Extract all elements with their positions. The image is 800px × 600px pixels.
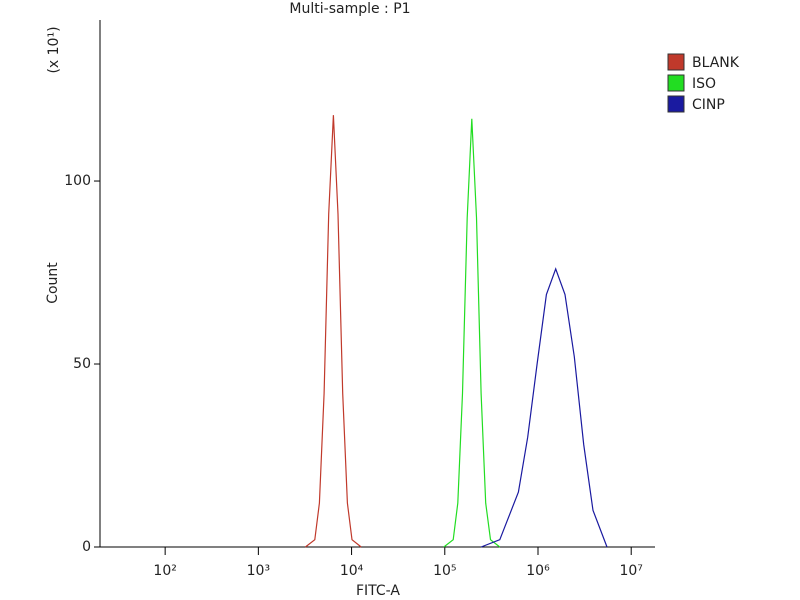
legend-swatch	[667, 95, 685, 113]
x-tick-label: 10⁵	[433, 563, 456, 579]
y-axis-label: Count	[45, 262, 61, 304]
series-line	[305, 115, 362, 548]
legend-label: ISO	[692, 76, 716, 92]
y-unit-label: (x 10¹)	[46, 26, 62, 73]
y-tick-label: 50	[73, 356, 91, 372]
x-axis-label: FITC-A	[356, 583, 400, 599]
x-tick-label: 10⁶	[526, 563, 550, 579]
x-tick-label: 10²	[153, 563, 176, 579]
legend-swatch	[667, 53, 685, 71]
series-line	[443, 118, 501, 548]
legend-label: BLANK	[692, 55, 740, 71]
y-tick-label: 0	[82, 539, 91, 555]
x-tick-label: 10⁷	[619, 563, 642, 579]
x-tick-label: 10⁴	[340, 563, 364, 579]
y-tick-label: 100	[64, 173, 91, 189]
x-tick-label: 10³	[247, 563, 270, 579]
chart-title: Multi-sample : P1	[289, 1, 410, 17]
legend-swatch	[667, 74, 685, 92]
series-line	[480, 267, 608, 548]
legend-label: CINP	[692, 97, 725, 113]
